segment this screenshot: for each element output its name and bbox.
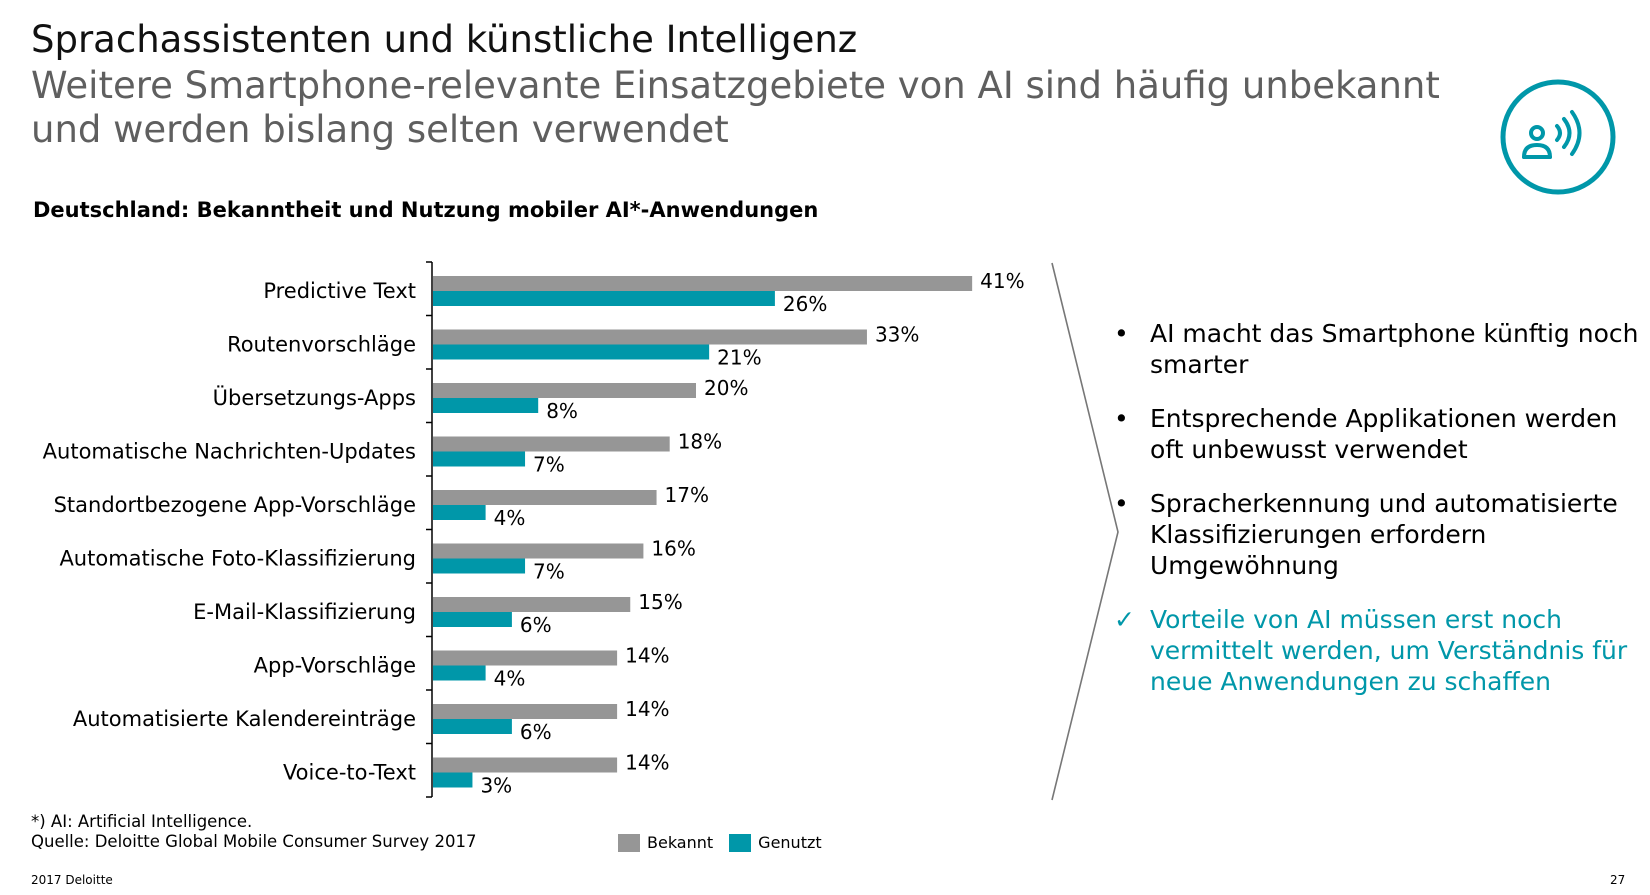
bullet-text: Spracherkennung und automatisierte Klass…: [1150, 489, 1618, 580]
bar-genutzt: [433, 558, 526, 574]
bar-bekannt: [433, 276, 973, 291]
data-label-bekannt: 15%: [638, 590, 682, 614]
category-label: E-Mail-Klassifizierung: [193, 600, 416, 624]
bar-bekannt: [433, 329, 867, 345]
bullet-marker: •: [1114, 319, 1129, 348]
conclusion-text: Vorteile von AI müssen erst noch vermitt…: [1150, 605, 1628, 696]
bar-bekannt: [433, 650, 618, 666]
page-subtitle: Weitere Smartphone-relevante Einsatzgebi…: [31, 64, 1440, 151]
chart-heading: Deutschland: Bekanntheit und Nutzung mob…: [33, 198, 819, 222]
bar-genutzt: [433, 665, 486, 681]
check-icon: ✓: [1114, 605, 1135, 634]
bar-bekannt: [433, 757, 618, 773]
legend-item-bekannt: Bekannt: [618, 833, 713, 852]
category-label: Automatisierte Kalendereinträge: [73, 707, 416, 731]
data-label-genutzt: 7%: [533, 453, 565, 477]
chart-legend: Bekannt Genutzt: [618, 833, 838, 852]
category-label: Automatische Nachrichten-Updates: [43, 440, 416, 464]
data-label-genutzt: 21%: [717, 346, 761, 370]
data-label-bekannt: 16%: [651, 537, 695, 561]
data-label-genutzt: 7%: [533, 560, 565, 584]
footnote: *) AI: Artificial Intelligence. Quelle: …: [31, 812, 476, 852]
page-title: Sprachassistenten und künstliche Intelli…: [31, 18, 858, 61]
bullet-item: • Entsprechende Applikationen werden oft …: [1114, 403, 1640, 465]
data-label-bekannt: 41%: [980, 269, 1024, 293]
bullet-text: AI macht das Smartphone künftig noch sma…: [1150, 319, 1639, 379]
bar-genutzt: [433, 612, 512, 627]
data-label-genutzt: 6%: [520, 720, 552, 744]
bar-genutzt: [433, 451, 526, 467]
bar-bekannt: [433, 597, 631, 612]
category-label: Predictive Text: [263, 279, 416, 303]
voice-assistant-icon: [1499, 78, 1617, 200]
data-label-bekannt: 14%: [625, 644, 669, 668]
page-number: 27: [1610, 873, 1626, 887]
data-label-genutzt: 6%: [520, 613, 552, 637]
data-label-bekannt: 20%: [704, 376, 748, 400]
chevron-divider: [1051, 262, 1119, 801]
bar-genutzt: [433, 344, 710, 360]
data-label-bekannt: 14%: [625, 751, 669, 775]
bullet-item: • Spracherkennung und automatisierte Klas…: [1114, 488, 1640, 581]
bar-bekannt: [433, 383, 696, 398]
legend-swatch-genutzt: [729, 833, 752, 852]
category-label: Standortbezogene App-Vorschläge: [54, 493, 416, 517]
legend-label-bekannt: Bekannt: [647, 833, 714, 852]
data-label-genutzt: 26%: [783, 292, 827, 316]
footnote-source: Quelle: Deloitte Global Mobile Consumer …: [31, 832, 477, 851]
data-label-bekannt: 14%: [625, 697, 669, 721]
legend-swatch-bekannt: [618, 833, 640, 852]
data-label-bekannt: 33%: [875, 323, 919, 347]
category-label: Automatische Foto-Klassifizierung: [59, 547, 416, 571]
category-label: Voice-to-Text: [283, 761, 416, 785]
bullet-marker: •: [1114, 404, 1129, 433]
bullet-item: • AI macht das Smartphone künftig noch sm…: [1114, 318, 1640, 380]
data-label-genutzt: 4%: [494, 506, 526, 530]
footnote-definition: *) AI: Artificial Intelligence.: [31, 812, 253, 831]
data-label-bekannt: 17%: [665, 483, 709, 507]
bar-genutzt: [433, 398, 539, 413]
bar-genutzt: [433, 505, 486, 520]
conclusion-item: ✓ Vorteile von AI müssen erst noch vermit…: [1114, 604, 1640, 697]
data-label-bekannt: 18%: [678, 430, 722, 454]
bar-bekannt: [433, 490, 657, 505]
bar-bekannt: [433, 436, 670, 452]
bar-genutzt: [433, 291, 775, 306]
bullet-marker: •: [1114, 489, 1129, 518]
legend-label-genutzt: Genutzt: [758, 833, 822, 852]
data-label-genutzt: 4%: [494, 667, 526, 691]
bullet-list: • AI macht das Smartphone künftig noch sm…: [1114, 318, 1640, 720]
bar-genutzt: [433, 772, 473, 788]
bar-bekannt: [433, 704, 618, 719]
data-label-genutzt: 3%: [480, 774, 512, 798]
bullet-text: Entsprechende Applikationen werden oft u…: [1150, 404, 1618, 464]
data-label-genutzt: 8%: [546, 399, 578, 423]
category-label: App-Vorschläge: [254, 654, 416, 678]
bar-genutzt: [433, 719, 512, 734]
bar-bekannt: [433, 543, 644, 559]
category-label: Routenvorschläge: [227, 333, 416, 357]
legend-item-genutzt: Genutzt: [729, 833, 822, 852]
category-label: Übersetzungs-Apps: [213, 385, 416, 410]
footer-copyright: 2017 Deloitte: [31, 873, 113, 887]
